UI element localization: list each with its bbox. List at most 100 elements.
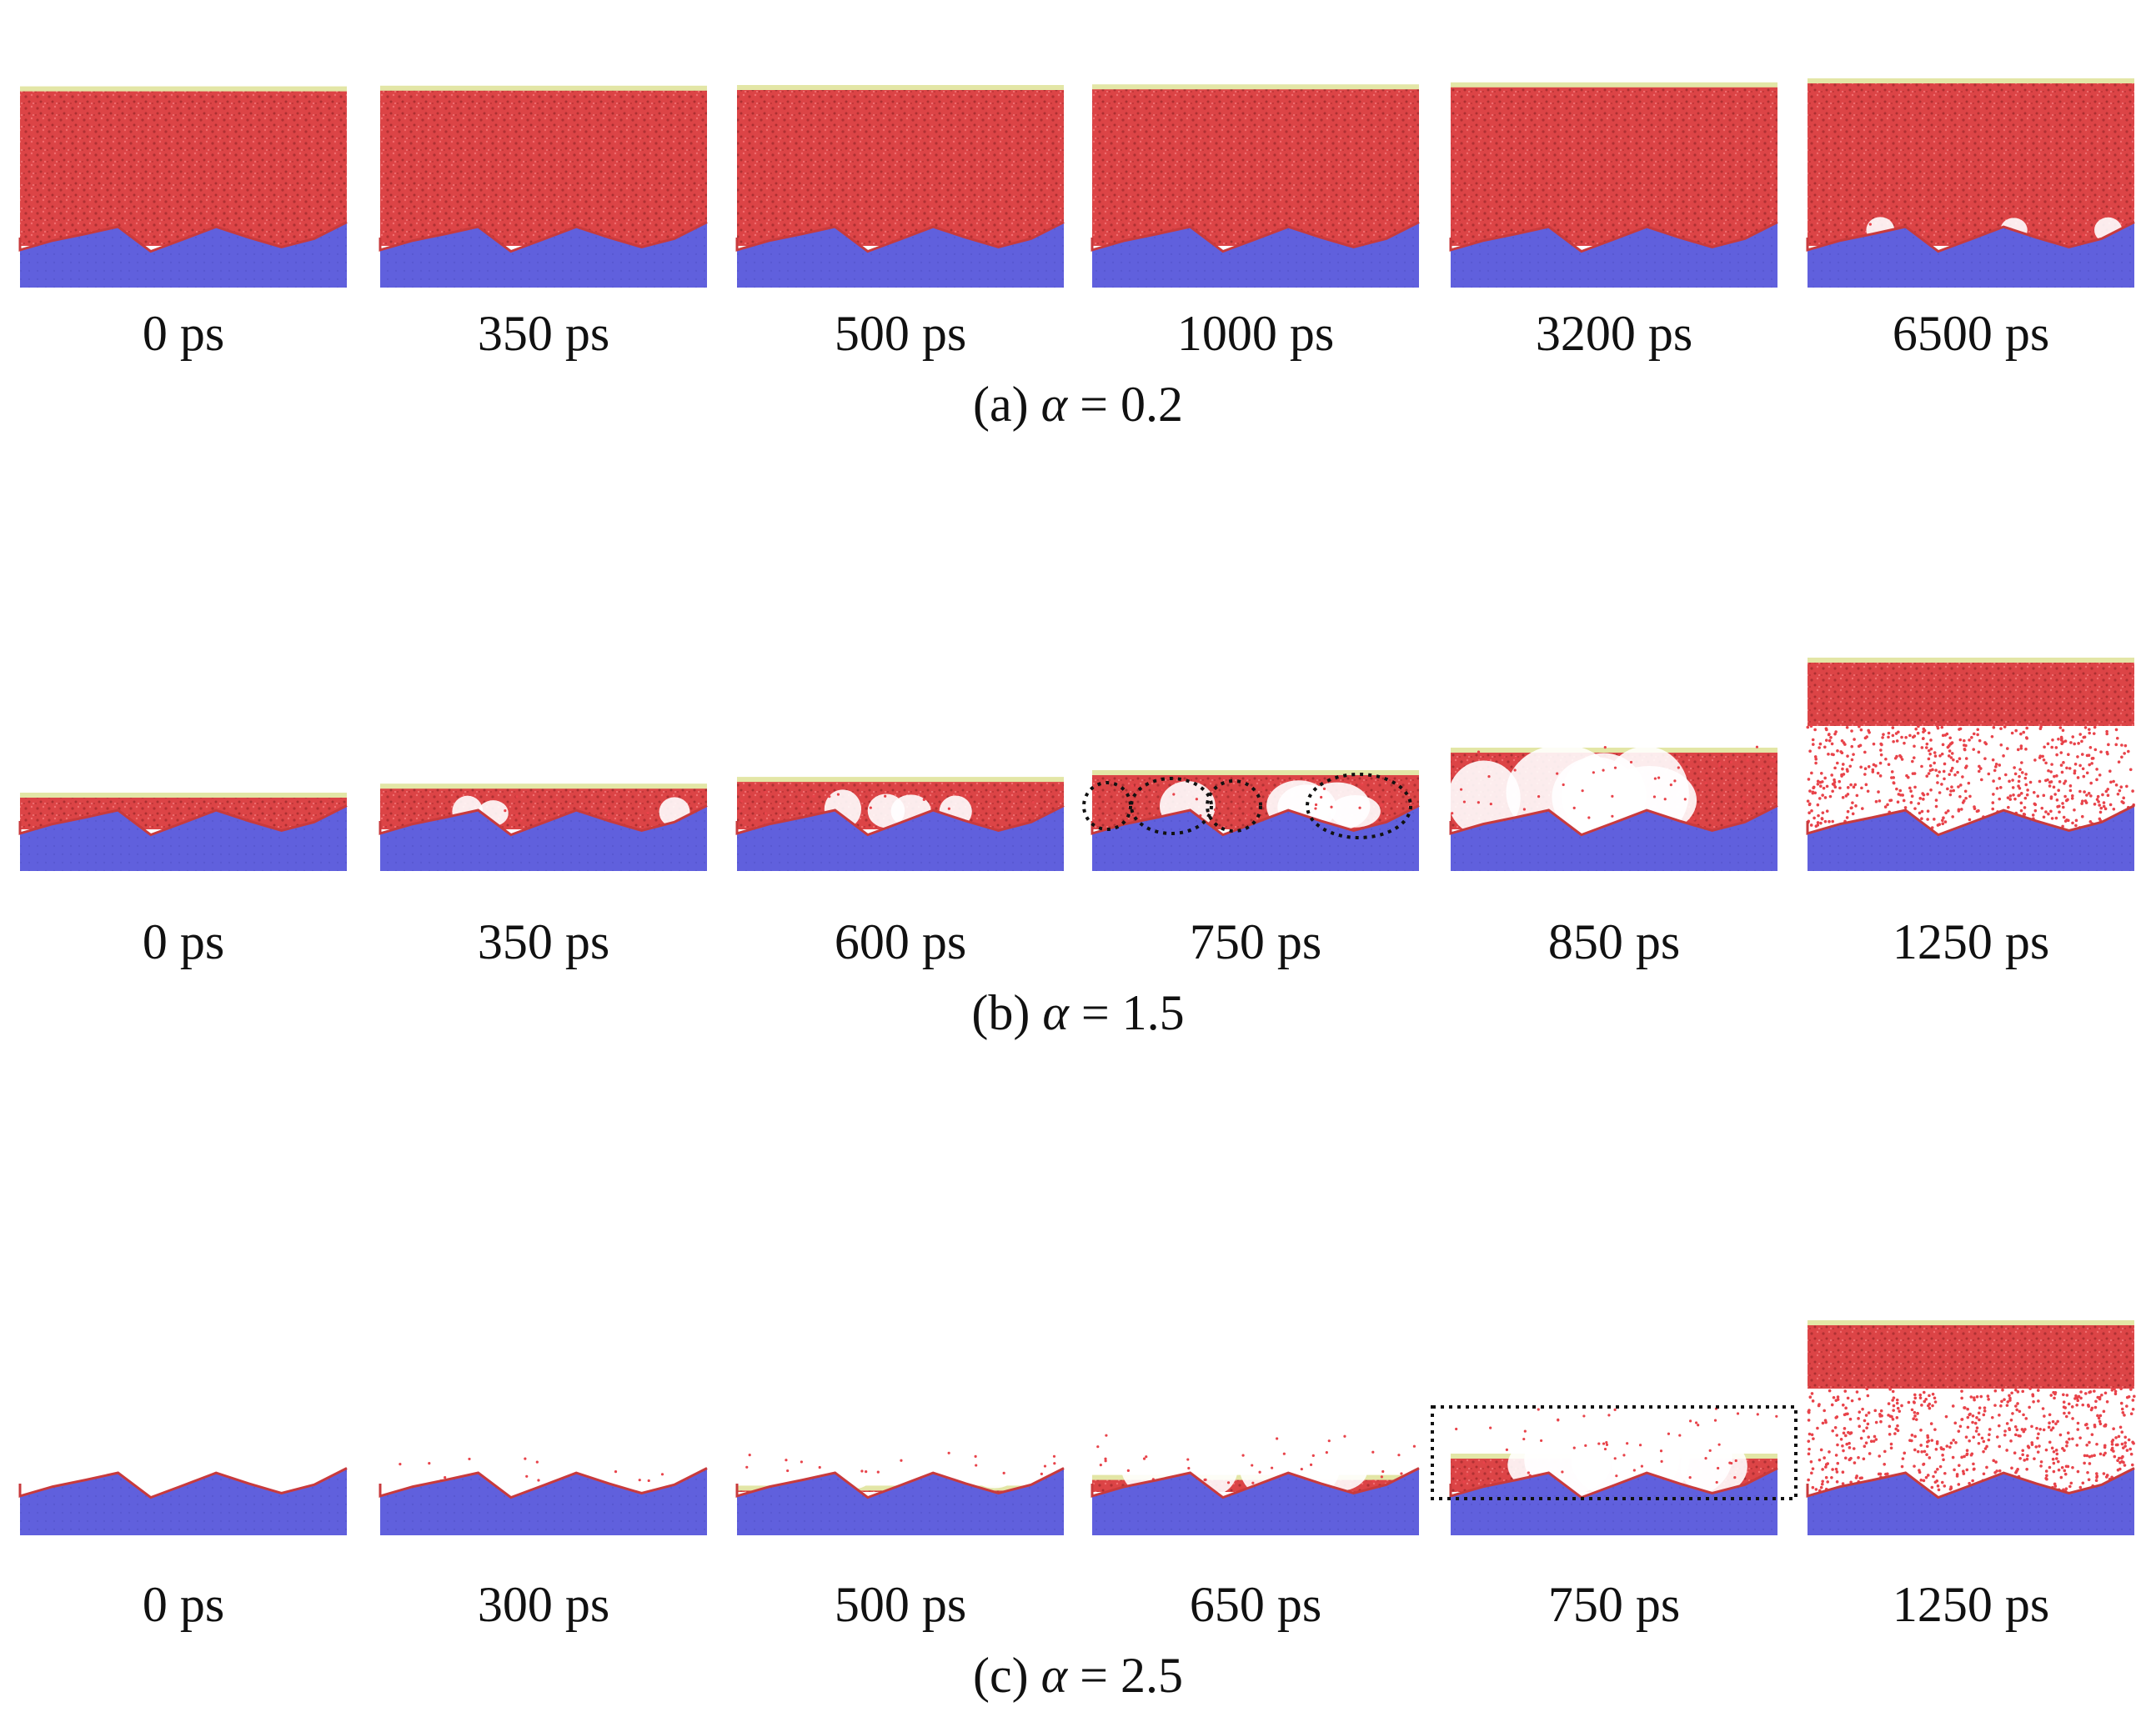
vapor-particle <box>2009 1439 2013 1443</box>
vapor-particle <box>1816 1426 1819 1430</box>
vapor-particle <box>1850 744 1854 748</box>
vapor-particle <box>1874 1438 1878 1441</box>
top-plate <box>380 783 707 790</box>
vapor-particle <box>2073 1397 2077 1400</box>
vapor-particle <box>1929 738 1933 742</box>
vapor-particle <box>1825 809 1829 813</box>
vapor-particle <box>2075 1403 2078 1407</box>
vapor-particle <box>1927 1439 1931 1443</box>
vapor-particle <box>1962 1472 1966 1475</box>
vapor-particle <box>2082 735 2086 739</box>
vapor-particle <box>2092 732 2096 735</box>
vapor-particle <box>1814 824 1818 828</box>
vapor-particle <box>1938 1464 1943 1469</box>
substrate <box>735 804 1065 871</box>
vapor-particle <box>1994 765 1998 768</box>
vapor-particle <box>2017 779 2021 783</box>
vapor-particle <box>1846 793 1850 796</box>
vapor-particle <box>2044 1448 2048 1452</box>
vapor-particle <box>2008 779 2011 783</box>
vapor-particle <box>1927 757 1931 761</box>
vapor-particle <box>1968 1439 1971 1443</box>
vapor-particle <box>1978 764 1981 768</box>
vapor-particle <box>2121 1411 2125 1414</box>
vapor-particle <box>1973 805 1976 808</box>
vapor-particle <box>1827 753 1830 756</box>
vapor-particle <box>2020 771 2024 774</box>
vapor-particle <box>2098 810 2103 814</box>
vapor-particle <box>1969 1395 1973 1399</box>
vapor-particle <box>1886 1472 1889 1476</box>
vapor-particle <box>2021 1453 2024 1457</box>
vapor-particle <box>1993 1470 1997 1474</box>
vapor-particle <box>1891 1389 1895 1394</box>
vapor-particle <box>2065 766 2068 770</box>
vapor-particle <box>2051 1426 2055 1429</box>
vapor-particle <box>2083 1392 2088 1395</box>
vapor-particle <box>1952 758 1955 762</box>
vapor-particle <box>797 802 801 805</box>
vapor-particle <box>1977 1433 1981 1436</box>
time-label: 350 ps <box>478 914 609 969</box>
vapor-particle <box>2026 1454 2029 1458</box>
vapor-particle <box>1823 1409 1826 1413</box>
vapor-particle <box>745 1465 749 1469</box>
vapor-particle <box>2050 745 2053 749</box>
vapor-particle <box>1892 776 1896 779</box>
vapor-particle <box>2048 1440 2052 1444</box>
vapor-particle <box>1846 1396 1850 1400</box>
vapor-particle <box>1397 1454 1401 1457</box>
vapor-particle <box>2113 1392 2118 1396</box>
vapor-particle <box>2000 1399 2003 1404</box>
vapor-particle <box>1890 1414 1893 1419</box>
vapor-particle <box>1810 1392 1814 1395</box>
vapor-particle <box>524 1457 527 1460</box>
vapor-particle <box>1928 1402 1932 1406</box>
vapor-particle <box>1988 1428 1992 1431</box>
liquid-substrate-interface <box>735 804 1065 837</box>
vapor-particle <box>2098 1419 2102 1424</box>
vapor-particle <box>1961 775 1964 778</box>
vapor-particle <box>2106 752 2109 756</box>
vapor-particle <box>1841 1470 1845 1474</box>
vapor-particle <box>1659 1449 1663 1453</box>
vapor-particle <box>1889 1446 1893 1450</box>
vapor-particle <box>1874 799 1878 803</box>
vapor-particle <box>1660 1459 1663 1463</box>
substrate-rough-surface <box>20 1468 347 1535</box>
vapor-particle <box>2099 750 2103 753</box>
vapor-particle <box>1823 796 1828 799</box>
vapor-particle <box>1934 798 1938 802</box>
vapor-particle <box>1806 799 1810 803</box>
vapor-particle <box>1993 1389 1998 1393</box>
vapor-particle <box>1697 1424 1700 1427</box>
vapor-particle <box>2068 1437 2071 1441</box>
vapor-particle <box>1971 1479 1974 1483</box>
vapor-particle <box>2042 793 2046 798</box>
vapor-particle <box>1816 779 1820 783</box>
time-label: 6500 ps <box>1893 306 2049 361</box>
vapor-particle <box>1895 754 1898 758</box>
vapor-particle <box>1810 771 1813 775</box>
vapor-particle <box>1853 738 1856 741</box>
vapor-particle <box>1820 817 1824 820</box>
vapor-particle <box>1990 1415 1994 1419</box>
substrate <box>1091 1467 1420 1535</box>
vapor-particle <box>2013 1451 2017 1455</box>
vapor-particle <box>1821 1421 1825 1425</box>
vapor-particle <box>2090 1433 2094 1436</box>
vapor-particle <box>1611 814 1614 818</box>
vapor-particle <box>2008 798 2013 801</box>
cavitation-bubble <box>1304 1451 1367 1492</box>
vapor-particle <box>525 1474 529 1478</box>
vapor-particle <box>2011 1412 2014 1415</box>
vapor-particle <box>1978 1406 1982 1409</box>
vapor-particle <box>1371 1450 1375 1454</box>
vapor-particle <box>1895 1401 1899 1405</box>
vapor-particle <box>2128 1447 2133 1451</box>
vapor-particle <box>1828 738 1832 743</box>
vapor-particle <box>1746 758 1749 762</box>
vapor-particle <box>1053 1462 1056 1465</box>
vapor-particle <box>1903 1451 1907 1455</box>
vapor-particle <box>1914 727 1918 731</box>
